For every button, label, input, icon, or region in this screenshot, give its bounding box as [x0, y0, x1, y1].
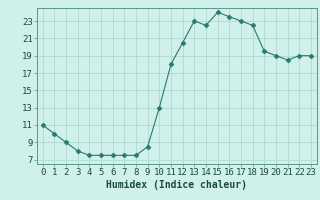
X-axis label: Humidex (Indice chaleur): Humidex (Indice chaleur) [106, 180, 247, 190]
